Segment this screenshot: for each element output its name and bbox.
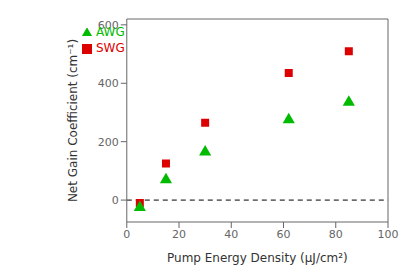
svg-text:40: 40 [224, 228, 238, 241]
svg-text:80: 80 [329, 228, 343, 241]
svg-text:100: 100 [378, 228, 399, 241]
svg-text:20: 20 [172, 228, 186, 241]
svg-text:Net Gain Coefficient (cm⁻¹): Net Gain Coefficient (cm⁻¹) [66, 39, 80, 202]
svg-text:400: 400 [98, 77, 119, 90]
svg-text:60: 60 [277, 228, 291, 241]
svg-text:200: 200 [98, 136, 119, 149]
svg-text:Pump Energy Density (μJ/cm²): Pump Energy Density (μJ/cm²) [167, 251, 348, 265]
svg-text:600: 600 [98, 19, 119, 32]
svg-text:0: 0 [112, 194, 119, 207]
svg-text:0: 0 [123, 228, 130, 241]
